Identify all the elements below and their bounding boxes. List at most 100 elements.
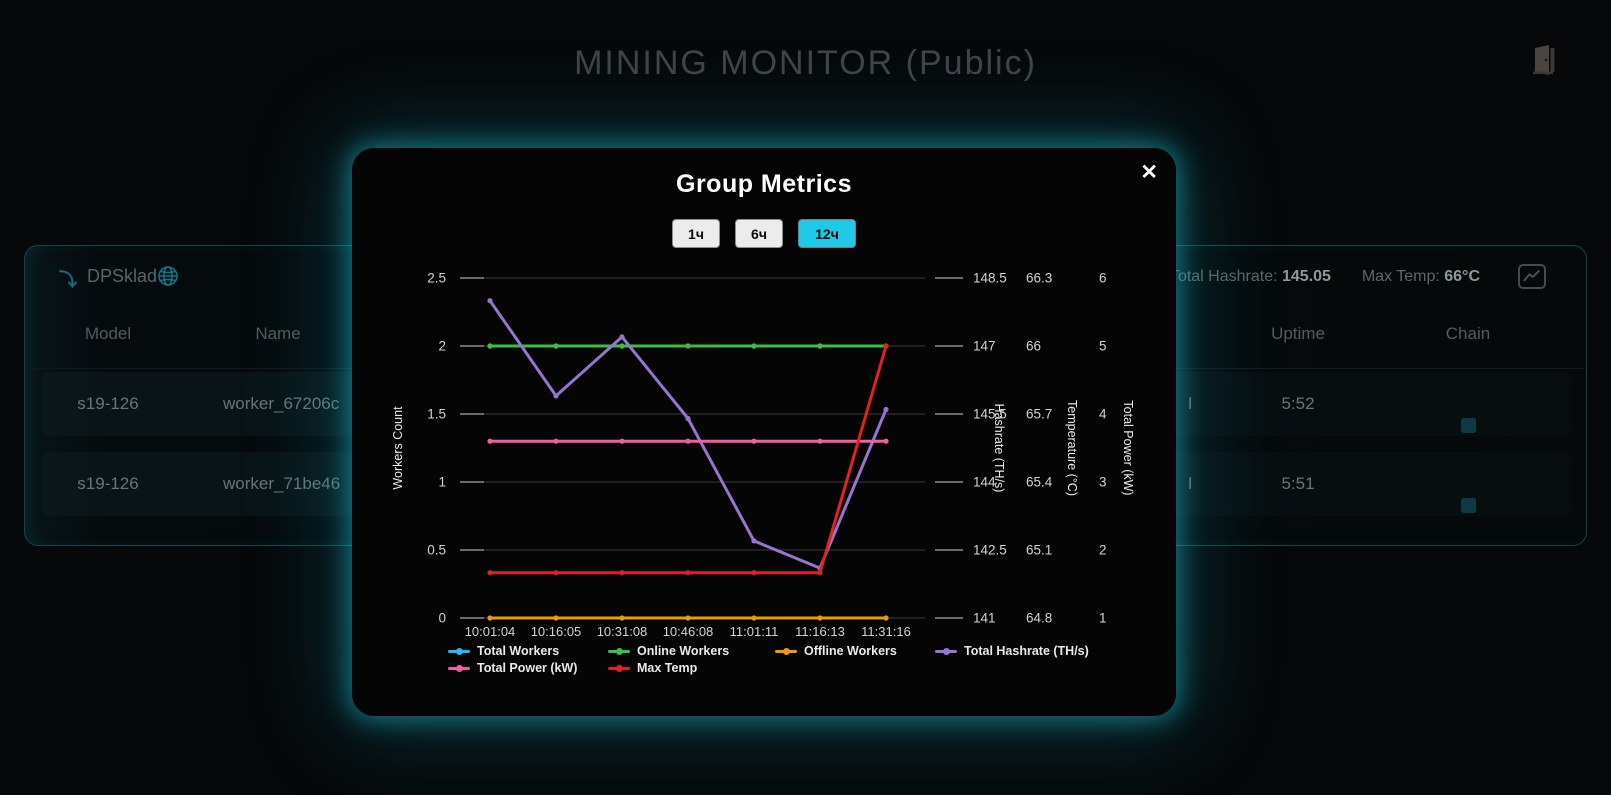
temperature-tick-label: 65.1 [1026,543,1052,558]
power-tick-label: 3 [1099,475,1107,490]
group-panel-header: ⤵︎ DPSklad Total Hashrate: 145.05 Max Te… [25,258,1586,296]
x-tick-label: 10:16:05 [531,624,582,639]
metrics-chart: 2.5 2 1.5 1 0.5 0 148.5 147 145.5 144 142.5 141 Hash… [391,271,1135,640]
table-header-row: Model Name Uptime Chain [25,324,1586,350]
legend-label: Max Temp [637,661,698,675]
legend-item-offline-workers[interactable]: Offline Workers [775,644,935,658]
chart-legend: Total Workers Online Workers Offline Worke… [448,644,1089,675]
data-point [619,334,625,340]
hashrate-tick-label: 141 [973,611,996,626]
legend-label: Total Workers [477,644,560,658]
legend-label: Total Power (kW) [477,661,578,675]
data-point [751,570,757,576]
worker-uptime: 5:51 [1281,474,1315,493]
data-point [685,615,691,621]
data-point [619,570,625,576]
data-point [487,298,493,304]
data-point [817,570,823,576]
data-point [619,343,625,349]
page-title: MINING MONITOR (Public) [574,44,1037,82]
data-point [553,438,559,444]
power-tick-label: 4 [1099,407,1107,422]
column-header-chain: Chain [1445,324,1491,343]
hashrate-tick-label: 145.5 [973,407,1007,422]
data-point [685,343,691,349]
data-point [751,615,757,621]
data-point [619,438,625,444]
globe-icon [158,266,178,286]
data-point [553,570,559,576]
workers-tick-label: 1 [438,475,446,490]
temperature-tick-label: 65.7 [1026,407,1052,422]
legend-label: Offline Workers [804,644,897,658]
legend-marker [448,664,470,672]
chain-square [1460,498,1476,513]
power-tick-label: 1 [1099,611,1107,626]
legend-item-total-power-kw-[interactable]: Total Power (kW) [448,661,608,675]
x-tick-label: 10:01:04 [465,624,516,639]
range-button-12ч[interactable]: 12ч [798,219,856,248]
close-icon[interactable]: ✕ [1140,161,1158,184]
range-button-1ч[interactable]: 1ч [672,219,720,248]
data-point [883,406,889,413]
hashrate-tick-label: 144 [973,475,996,490]
data-point [751,438,757,444]
hidden-column-fragment: l [1188,394,1192,413]
x-tick-label: 11:16:13 [795,624,845,639]
workers-tick-label: 2.5 [427,271,446,286]
hashrate-tick-label: 147 [973,339,996,354]
data-point [553,393,559,399]
max-temp-label: Max Temp: [1361,268,1440,285]
series-line-total-hashrate-th-s- [488,299,888,570]
workers-axis-title: Workers Count [391,406,405,490]
hashrate-axis-title: Hashrate (TH/s) [992,404,1006,493]
temperature-tick-label: 65.4 [1026,475,1053,490]
temperature-tick-label: 66.3 [1026,271,1052,286]
legend-marker [608,664,630,672]
workers-tick-label: 2 [438,339,446,354]
group-chart-icon[interactable] [1518,264,1546,289]
worker-model: s19-126 [77,394,139,413]
logout-door-icon[interactable] [1529,44,1559,76]
data-point [817,343,823,349]
column-header-uptime: Uptime [1271,324,1325,343]
data-point [487,615,493,621]
total-hashrate-value: 145.05 [1282,268,1331,285]
max-temp-value: 66°C [1444,268,1480,285]
data-point [883,615,889,621]
x-tick-label: 10:31:08 [597,624,648,639]
legend-marker [608,647,630,655]
data-point [553,343,559,349]
column-header-model: Model [84,324,132,343]
x-tick-label: 11:31:16 [861,624,911,639]
x-tick-label: 11:01:11 [730,624,779,639]
legend-item-total-hashrate-th-s-[interactable]: Total Hashrate (TH/s) [935,644,1089,658]
legend-item-total-workers[interactable]: Total Workers [448,644,608,658]
worker-name: worker_67206c [223,394,340,413]
power-tick-label: 5 [1099,339,1107,354]
legend-marker [935,647,957,655]
temperature-axis-title: Temperature (°C) [1065,400,1079,496]
data-point [487,438,493,444]
legend-item-max-temp[interactable]: Max Temp [608,661,775,675]
data-point [751,538,757,544]
temperature-tick-label: 66 [1026,339,1041,354]
power-tick-label: 2 [1099,543,1107,558]
legend-marker [448,647,470,655]
group-name[interactable]: DPSklad [87,266,158,286]
range-button-6ч[interactable]: 6ч [735,219,783,248]
chevron-down-icon[interactable]: ⤵︎ [59,270,77,290]
hashrate-tick-label: 148.5 [973,271,1007,286]
workers-tick-label: 0.5 [427,543,446,558]
workers-tick-label: 1.5 [427,407,446,422]
temperature-tick-label: 64.8 [1026,611,1052,626]
worker-uptime: 5:52 [1281,394,1315,413]
power-axis-title: Total Power (kW) [1121,400,1135,495]
total-hashrate-label: Total Hashrate: [1169,268,1278,285]
data-point [883,438,889,444]
data-point [487,343,493,349]
chain-square [1460,418,1476,433]
data-point [685,438,691,444]
legend-item-online-workers[interactable]: Online Workers [608,644,775,658]
